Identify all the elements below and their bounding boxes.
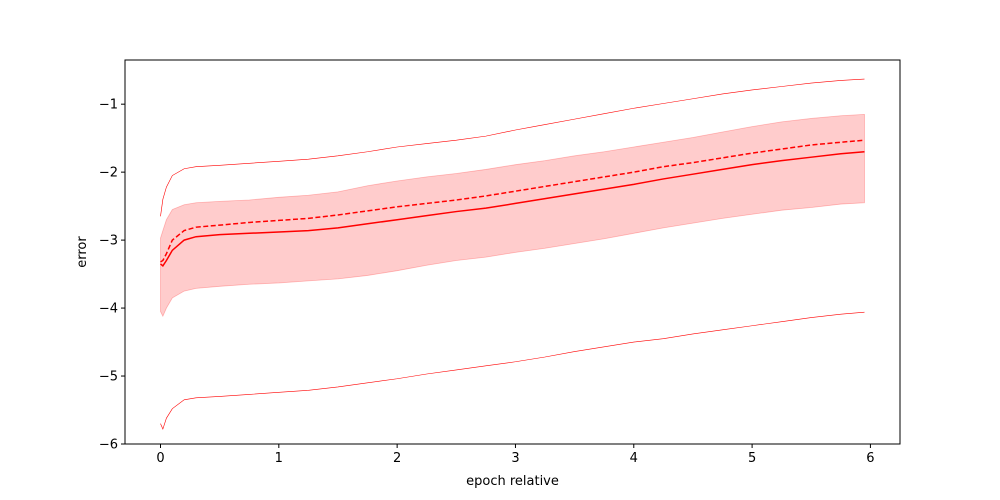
x-tick-label: 6	[866, 451, 874, 466]
y-tick-label: −4	[99, 302, 118, 317]
y-tick-label: −6	[99, 438, 118, 453]
confidence-band	[160, 113, 865, 318]
y-axis-ticks: −6 −5 −4 −3 −2 −1	[99, 98, 125, 453]
y-tick-label: −5	[99, 370, 118, 385]
x-axis-ticks: 0 1 2 3 4 5 6	[156, 444, 875, 466]
x-tick-label: 2	[393, 451, 401, 466]
x-tick-label: 3	[511, 451, 519, 466]
plot-area	[160, 78, 865, 430]
series-line-dashed	[160, 139, 865, 263]
x-axis-label: epoch relative	[466, 474, 559, 489]
series-line-solid	[160, 151, 865, 268]
axes-frame	[124, 59, 901, 445]
x-tick-label: 5	[748, 451, 756, 466]
y-axis-label: error	[75, 236, 90, 268]
y-tick-label: −3	[99, 234, 118, 249]
series-line-upper-bound	[160, 78, 865, 217]
x-tick-label: 4	[630, 451, 638, 466]
x-tick-label: 0	[156, 451, 164, 466]
y-tick-label: −2	[99, 166, 118, 181]
series-line-lower-bound	[160, 311, 865, 430]
y-tick-label: −1	[99, 98, 118, 113]
x-tick-label: 1	[275, 451, 283, 466]
